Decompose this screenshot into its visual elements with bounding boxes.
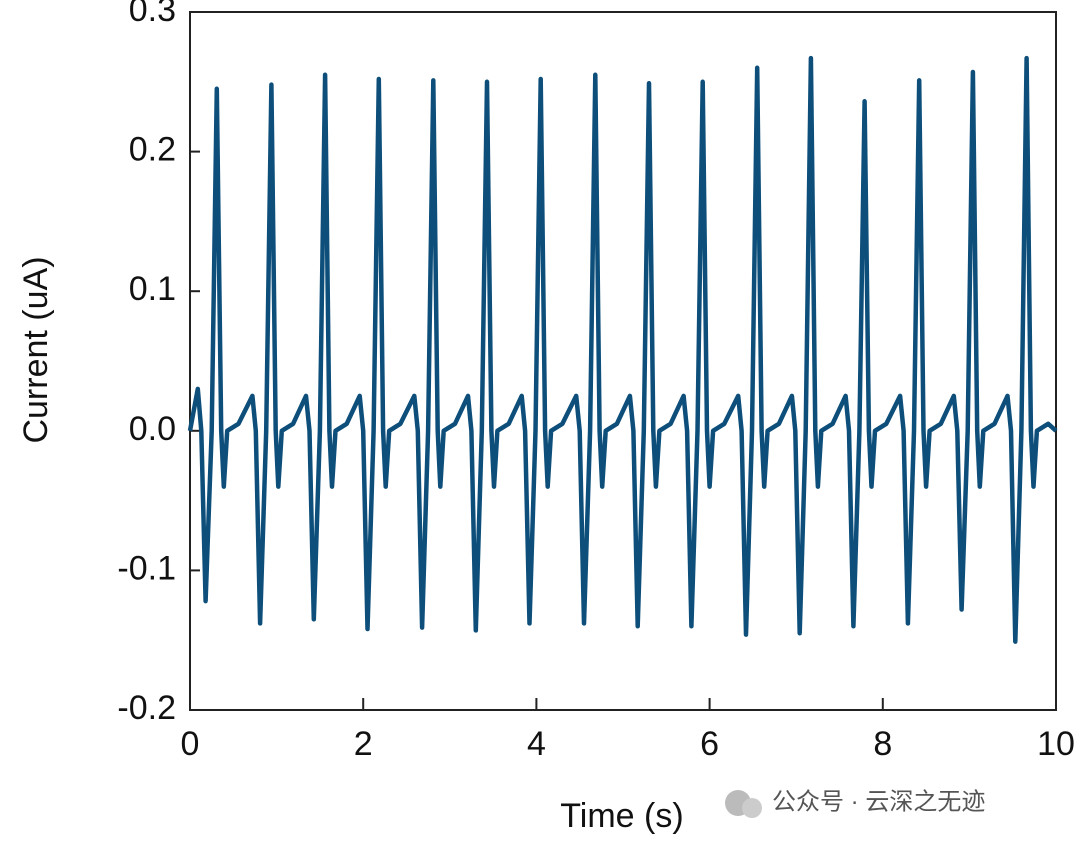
y-tick-label: 0.3 — [129, 0, 176, 29]
x-tick-label: 0 — [181, 725, 200, 763]
x-tick-label: 2 — [354, 725, 373, 763]
x-tick-label: 4 — [527, 725, 546, 763]
x-tick-label: 6 — [700, 725, 719, 763]
data-line — [187, 55, 1058, 644]
y-tick-label: 0.0 — [129, 410, 176, 448]
x-axis-label: Time (s) — [560, 797, 683, 835]
y-tick-label: 0.2 — [129, 131, 176, 169]
x-tick-label: 10 — [1037, 725, 1075, 763]
x-tick-label: 8 — [873, 725, 892, 763]
watermark: 公众号 · 云深之无迹 — [772, 788, 985, 815]
y-tick-label: -0.2 — [117, 689, 176, 727]
y-tick-label: 0.1 — [129, 270, 176, 308]
y-axis-label: Current (uA) — [17, 256, 55, 443]
watermark-icon — [725, 790, 762, 818]
y-tick-label: -0.1 — [117, 549, 176, 587]
plot-frame — [189, 11, 1057, 711]
